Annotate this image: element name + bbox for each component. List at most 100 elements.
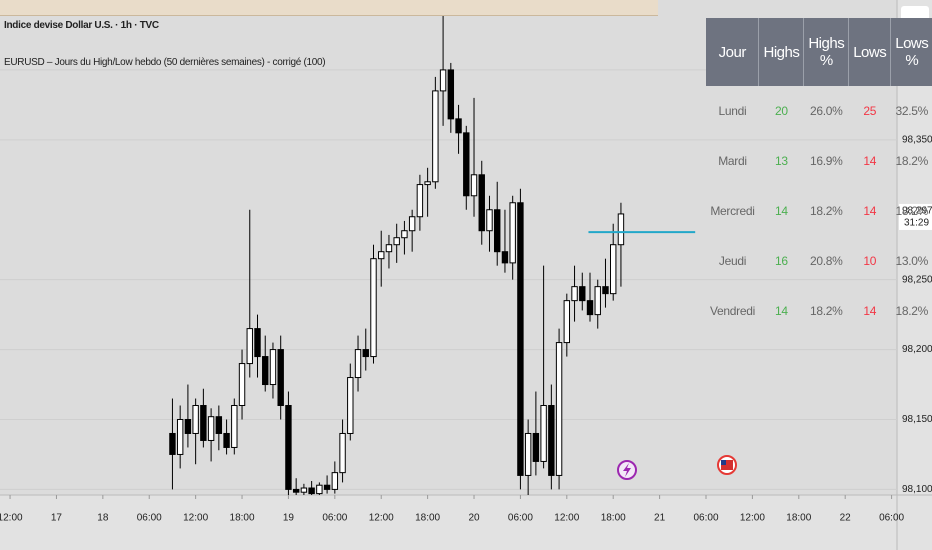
candle-body — [347, 377, 354, 434]
column-header: Lows % — [890, 18, 932, 86]
candle-body — [378, 251, 385, 260]
candle-body — [470, 174, 478, 197]
x-tick-label: 18:00 — [601, 513, 626, 524]
table-cell: 32.5% — [895, 104, 929, 118]
x-tick-label: 20 — [468, 513, 480, 524]
candle-body — [540, 405, 547, 462]
price-axis — [897, 0, 932, 550]
table-cell: 18.2% — [810, 204, 843, 218]
candle-body — [532, 432, 540, 462]
candle-body — [308, 487, 315, 495]
candle-body — [223, 432, 230, 448]
table-row: Mardi 13 16.9% 14 18.2% — [706, 136, 932, 186]
column-header: Highs — [758, 18, 805, 86]
current-price-label: 98,297 — [902, 206, 932, 217]
candle-body — [478, 174, 485, 232]
table-cell: 18.2% — [895, 304, 929, 318]
x-tick-label: 12:00 — [369, 513, 394, 524]
candle-body — [323, 484, 331, 490]
current-price-box — [899, 203, 932, 230]
stats-table: Jour Highs Highs % Lows Lows % Lundi 20 26.0% 25… — [706, 18, 932, 336]
candle-body — [316, 484, 323, 495]
column-header: Lows — [848, 18, 892, 86]
table-row: Jeudi 16 20.8% 10 13.0% — [706, 236, 932, 286]
table-body: Lundi 20 26.0% 25 32.5% Mardi 13 16.9% 14 18.2% Me… — [706, 86, 932, 336]
x-tick-label: 18:00 — [230, 513, 255, 524]
table-cell: 13.0% — [895, 254, 929, 268]
x-tick-label: 06:00 — [322, 513, 347, 524]
candle-body — [385, 244, 393, 253]
candle-body — [184, 418, 192, 434]
table-cell: Lundi — [718, 104, 747, 118]
x-tick-label: 22 — [840, 513, 852, 524]
candle-body — [517, 202, 524, 476]
candle-body — [494, 209, 501, 253]
table-cell: 25 — [863, 104, 877, 118]
candle-body — [292, 488, 300, 493]
table-cell: 20.8% — [810, 254, 843, 268]
table-cell: Mercredi — [710, 204, 755, 218]
candle-body — [594, 286, 601, 316]
candle-body — [200, 405, 207, 441]
x-tick-label: 12:00 — [740, 513, 765, 524]
table-cell: 10 — [863, 254, 877, 268]
candle-body — [447, 69, 455, 120]
table-cell: 14 — [863, 304, 877, 318]
x-tick-label: 12:00 — [183, 513, 208, 524]
candle-body — [262, 356, 269, 386]
candle-body — [362, 349, 369, 358]
table-cell: 18.2% — [810, 304, 843, 318]
table-cell: 16.9% — [810, 154, 843, 168]
x-tick-label: 18 — [97, 513, 109, 524]
candle-body — [254, 328, 261, 358]
table-cell: 20 — [775, 104, 788, 118]
countdown-label: 31:29 — [904, 218, 929, 229]
candle-body — [354, 349, 362, 379]
candle-body — [246, 328, 253, 365]
flag-stripes — [721, 460, 733, 470]
table-cell: 14 — [863, 204, 877, 218]
x-tick-label: 18:00 — [786, 513, 811, 524]
y-tick-label: 98,150 — [902, 414, 932, 425]
y-tick-label: 98,200 — [902, 344, 932, 355]
x-tick-label: 06:00 — [508, 513, 533, 524]
candle-body — [463, 132, 470, 197]
candle-body — [408, 216, 416, 232]
column-header: Jour — [706, 18, 760, 86]
table-row: Vendredi 14 18.2% 14 18.2% — [706, 286, 932, 336]
table-cell: Jeudi — [718, 254, 747, 268]
candle-body — [277, 349, 284, 407]
table-cell: 18.2% — [895, 154, 929, 168]
x-tick-label: 17 — [51, 513, 63, 524]
table-cell: 18.2% — [895, 204, 929, 218]
candle-body — [579, 286, 586, 302]
table-header: Jour Highs Highs % Lows Lows % — [706, 18, 932, 86]
candle-body — [617, 213, 625, 246]
y-tick-label: 98,250 — [902, 274, 932, 285]
x-tick-label: 06:00 — [137, 513, 162, 524]
table-cell: 26.0% — [810, 104, 843, 118]
table-row: Mercredi 14 18.2% 14 18.2% — [706, 186, 932, 236]
candle-body — [231, 405, 238, 448]
candle-body — [176, 418, 184, 455]
candle-body — [501, 251, 509, 264]
candle-body — [169, 432, 176, 455]
candle-body — [401, 230, 408, 239]
candle-body — [509, 202, 516, 264]
x-tick-label: 18:00 — [415, 513, 440, 524]
time-axis — [0, 495, 897, 550]
indicator-title: EURUSD – Jours du High/Low hebdo (50 der… — [4, 57, 326, 68]
candle-body — [269, 349, 277, 386]
candle-body — [339, 432, 346, 474]
x-tick-label: 19 — [283, 513, 295, 524]
x-tick-label: 12:00 — [0, 513, 23, 524]
candle-body — [215, 416, 223, 434]
lightning-icon — [623, 463, 631, 477]
candle-body — [602, 286, 609, 295]
candle-body — [300, 487, 308, 493]
y-tick-label: 98,100 — [902, 484, 932, 495]
table-cell: 16 — [775, 254, 788, 268]
column-header: Highs % — [803, 18, 850, 86]
candle-body — [555, 342, 563, 476]
